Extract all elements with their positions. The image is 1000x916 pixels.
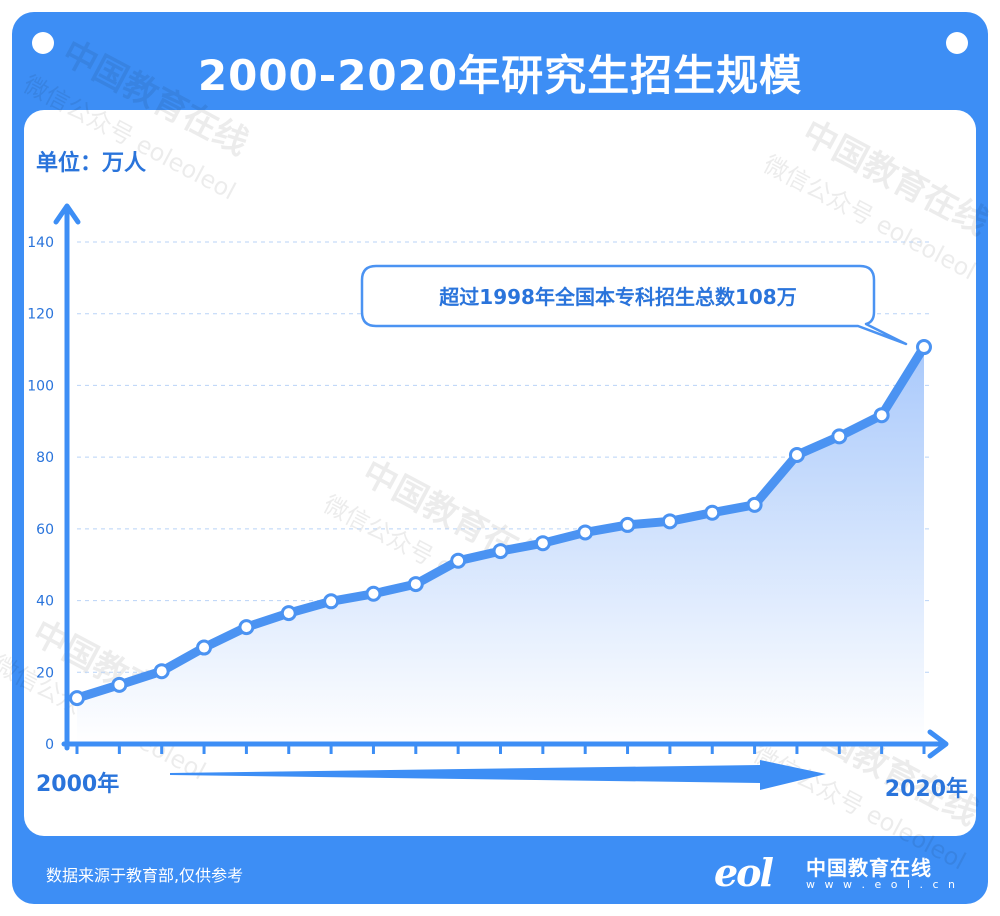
data-point	[873, 407, 890, 424]
data-point	[323, 593, 340, 610]
y-tick-label: 20	[36, 665, 54, 681]
y-tick-label: 100	[27, 378, 54, 394]
y-tick-label: 60	[36, 522, 54, 538]
data-point	[788, 446, 805, 463]
data-point	[577, 524, 594, 541]
x-end-label: 2020年	[885, 776, 968, 802]
area-fill	[77, 347, 924, 744]
data-point	[69, 690, 85, 707]
corner-dot-icon	[32, 32, 54, 54]
chart-title: 2000-2020年研究生招生规模	[197, 51, 803, 100]
data-point	[746, 496, 763, 513]
y-axis-arrow-icon	[53, 203, 81, 225]
data-point	[153, 663, 170, 680]
data-point	[619, 516, 636, 533]
data-point	[534, 535, 551, 552]
data-point	[407, 576, 424, 593]
y-tick-label: 80	[36, 450, 54, 466]
annotation-callout: 超过1998年全国本专科招生总数108万	[360, 264, 908, 346]
data-point	[238, 619, 255, 636]
eol-logo-mark: eol	[714, 850, 774, 895]
data-point	[450, 552, 467, 569]
data-point	[661, 513, 678, 530]
data-point	[831, 428, 848, 445]
data-point	[916, 339, 932, 356]
y-tick-label: 120	[27, 307, 54, 323]
data-source-note: 数据来源于教育部,仅供参考	[46, 866, 244, 885]
y-tick-label: 40	[36, 594, 54, 610]
x-axis-arrow-icon	[927, 729, 949, 759]
y-tick-label: 140	[27, 235, 54, 251]
corner-dot-icon	[946, 32, 968, 54]
x-start-label: 2000年	[36, 771, 119, 797]
eol-logo: eol 中国教育在线 w w w . e o l . c n	[714, 846, 964, 898]
eol-logo-url: w w w . e o l . c n	[806, 878, 959, 891]
annotation-text: 超过1998年全国本专科招生总数108万	[438, 285, 796, 309]
data-point	[365, 585, 382, 602]
y-unit-label: 单位：万人	[36, 150, 146, 176]
data-point	[280, 605, 297, 622]
data-point	[196, 639, 213, 656]
annotation-bubble	[360, 264, 908, 346]
data-point	[111, 676, 128, 693]
eol-logo-name: 中国教育在线	[806, 856, 932, 880]
timeline-arrow-icon	[170, 760, 826, 790]
data-point	[492, 543, 509, 560]
data-point	[704, 504, 721, 521]
y-tick-label: 0	[45, 737, 54, 753]
